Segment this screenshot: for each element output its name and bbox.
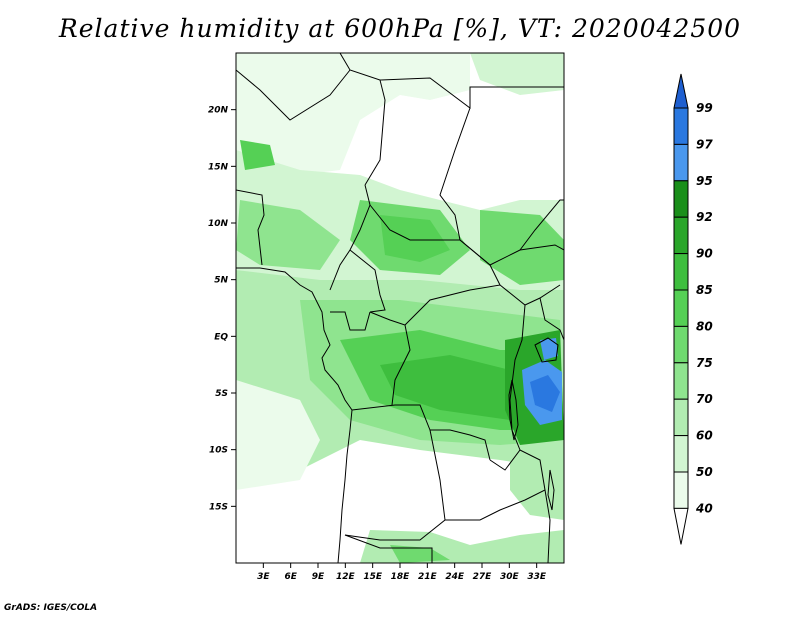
colorbar-label: 60 (696, 429, 713, 443)
latitude-axis: 20N 15N 10N 5N EQ 5S 10S 15S (208, 106, 236, 512)
colorbar-swatch-40 (673, 471, 689, 509)
coastline-angola (337, 409, 353, 563)
coastline-west-africa (236, 267, 353, 411)
rh-80-blob-chad-core (380, 215, 450, 262)
lake-victoria (534, 337, 559, 363)
lat-tick-label: 10S (209, 446, 228, 456)
lat-tick-label: 20N (208, 106, 229, 116)
colorbar-swatch-50 (673, 435, 689, 473)
rh-70-blob-west (236, 200, 340, 270)
country-borders (236, 53, 564, 563)
colorbar-swatch-95 (673, 143, 689, 182)
rh-40-area-southwest (236, 380, 320, 490)
rh-75-patch-south (390, 545, 450, 563)
colorbar-label: 40 (695, 501, 713, 515)
border-niger-chad (339, 53, 386, 186)
colorbar-label: 80 (696, 319, 713, 333)
colorbar-label: 50 (696, 465, 713, 479)
border-uganda (539, 297, 564, 341)
border-ethiopia (519, 199, 564, 251)
rh-80-patch-north-west (240, 140, 275, 170)
longitude-axis: 3E 6E 9E 12E 15E 18E 21E 24E 27E 30E 33E (257, 563, 547, 582)
lon-tick-label: 12E (336, 572, 356, 582)
border-chad-sudan (439, 107, 471, 241)
colorbar-label: 85 (696, 283, 713, 297)
rh-95-patch-north (540, 338, 558, 360)
border-drc-angola (351, 404, 491, 461)
border-mozambique (544, 489, 551, 563)
colorbar-swatch-85 (673, 253, 689, 291)
border-cameroon-car (349, 249, 386, 313)
lon-tick-label: 3E (257, 572, 270, 582)
colorbar-top-arrow (673, 73, 689, 109)
colorbar-label: 95 (696, 174, 713, 188)
border-car (369, 204, 501, 286)
lon-tick-label: 21E (418, 572, 438, 582)
colorbar-swatch-60 (673, 398, 689, 437)
lon-tick-label: 9E (312, 572, 325, 582)
chart-title: Relative humidity at 600hPa [%], VT: 202… (58, 14, 742, 43)
colorbar-label: 90 (696, 247, 713, 261)
border-west-inner (236, 189, 265, 266)
rh-97-patch-lakes (530, 375, 560, 412)
lat-tick-label: 15N (208, 162, 229, 172)
lat-tick-label: 10N (208, 219, 229, 229)
lat-tick-label: EQ (214, 332, 228, 342)
colorbar-label: 75 (696, 356, 713, 370)
border-nigeria-cameroon (329, 184, 371, 291)
colorbar-label: 92 (696, 210, 713, 224)
lon-tick-label: 18E (391, 572, 411, 582)
lat-tick-label: 5S (215, 389, 228, 399)
lake-malawi (547, 469, 555, 511)
colorbar-swatch-92 (673, 180, 689, 218)
rh-40-area-north (236, 53, 470, 175)
colorbar-label: 97 (696, 137, 713, 151)
colorbar-swatch-70 (673, 362, 689, 400)
border-gabon (330, 311, 371, 331)
colorbar-swatch-80 (673, 289, 689, 327)
lon-tick-label: 24E (445, 572, 465, 582)
humidity-shading (236, 53, 564, 563)
border-congo-drc (369, 311, 411, 406)
colorbar-label: 99 (696, 101, 713, 115)
lon-tick-label: 27E (473, 572, 493, 582)
colorbar-swatch-75 (673, 325, 689, 364)
colorbar-label: 70 (696, 392, 713, 406)
lake-tanganyika (508, 379, 519, 441)
credit-text: GrADS: IGES/COLA (4, 603, 98, 613)
colorbar-swatch-90 (673, 216, 689, 255)
border-angola-zambia (344, 429, 446, 541)
lon-tick-label: 6E (284, 572, 297, 582)
colorbar-bottom-arrow (673, 507, 689, 545)
lon-tick-label: 30E (500, 572, 520, 582)
lon-tick-label: 33E (527, 572, 547, 582)
border-namibia (344, 534, 433, 563)
rh-40-area-northeast (470, 53, 564, 95)
border-northwest (236, 69, 351, 121)
lat-tick-label: 15S (209, 502, 228, 512)
lat-tick-label: 5N (214, 276, 228, 286)
colorbar-legend: 99 97 95 92 90 85 80 75 70 60 50 40 (673, 73, 713, 545)
colorbar-swatch-97 (673, 107, 689, 145)
lon-tick-label: 15E (363, 572, 383, 582)
